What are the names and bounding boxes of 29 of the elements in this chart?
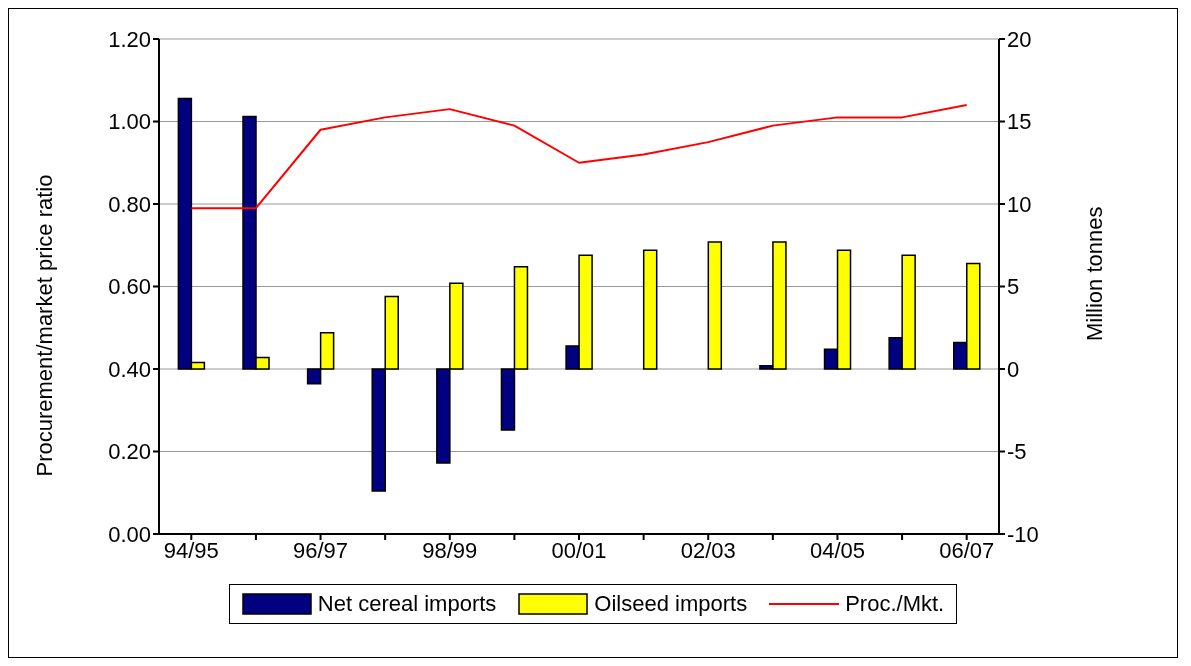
x-tick-label: 06/07: [939, 537, 995, 563]
y-tick-label: 0.00: [108, 521, 151, 547]
y2-tick-label: 0: [1007, 356, 1020, 382]
y-tick-label: 1.20: [108, 26, 151, 52]
x-tick-label: 96/97: [293, 537, 349, 563]
bar: [642, 249, 658, 370]
y2-tick-label: 10: [1007, 191, 1032, 217]
y2-tick-label: -10: [1007, 521, 1039, 547]
legend-label: Proc./Mkt.: [845, 591, 945, 617]
y2-tick-label: 5: [1007, 274, 1020, 300]
y-tick-label: 0.40: [108, 356, 151, 382]
y-axis-title: Procurement/market price ratio: [31, 174, 57, 477]
x-tick-label: 04/05: [809, 537, 865, 563]
y2-tick-label: -5: [1007, 439, 1027, 465]
legend-label: Net cereal imports: [317, 591, 497, 617]
y2-tick-label: 20: [1007, 26, 1032, 52]
line-series: [190, 104, 968, 210]
y2-axis-title: Million tonnes: [1081, 206, 1107, 342]
y2-tick-label: 15: [1007, 109, 1032, 135]
bar: [707, 241, 723, 370]
x-tick-label: 98/99: [422, 537, 478, 563]
y-tick-label: 0.20: [108, 439, 151, 465]
y-tick-label: 0.60: [108, 274, 151, 300]
x-tick-label: 02/03: [680, 537, 736, 563]
legend-label: Oilseed imports: [594, 591, 748, 617]
y-tick-label: 1.00: [108, 109, 151, 135]
x-tick-label: 94/95: [163, 537, 219, 563]
y-tick-label: 0.80: [108, 191, 151, 217]
x-tick-label: 00/01: [551, 537, 607, 563]
